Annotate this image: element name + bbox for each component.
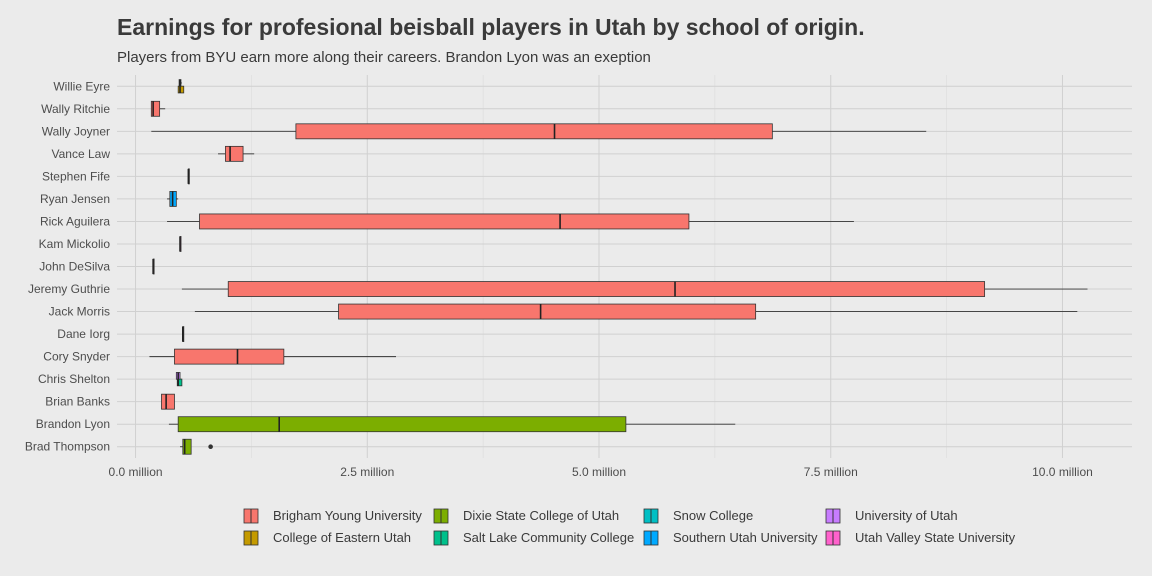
box-brian-banks	[161, 393, 175, 410]
y-tick-label: Vance Law	[52, 147, 111, 161]
legend-label: College of Eastern Utah	[273, 530, 411, 545]
y-tick-label: Willie Eyre	[53, 79, 110, 93]
box-iqr	[161, 393, 175, 410]
y-tick-label: Jeremy Guthrie	[28, 282, 110, 296]
box-iqr	[182, 438, 192, 455]
box-iqr	[150, 100, 161, 117]
box-jeremy-guthrie	[181, 281, 1088, 297]
y-tick-label: Wally Joyner	[42, 124, 110, 138]
box-iqr	[338, 303, 757, 320]
box-chris-shelton	[175, 372, 181, 380]
legend-label: Brigham Young University	[273, 508, 422, 523]
x-tick-label: 0.0 million	[109, 465, 163, 479]
legend-label: Salt Lake Community College	[463, 530, 634, 545]
y-tick-label: Kam Mickolio	[39, 237, 111, 251]
legend-item: Southern Utah University	[643, 530, 818, 546]
box-ryan-jensen	[167, 191, 179, 207]
legend: Brigham Young University College of Easte…	[243, 508, 1016, 546]
y-tick-label: John DeSilva	[39, 260, 110, 274]
y-tick-label: Brad Thompson	[25, 440, 110, 454]
box-cory-snyder	[149, 348, 397, 365]
box-brandon-lyon	[168, 416, 736, 433]
box-willie-eyre	[177, 85, 185, 94]
box-wally-ritchie	[150, 100, 166, 117]
legend-label: Southern Utah University	[673, 530, 818, 545]
box-rick-aguilera	[167, 213, 854, 230]
legend-label: University of Utah	[855, 508, 958, 523]
outlier-point	[208, 444, 213, 450]
box-iqr	[199, 213, 690, 230]
box-brad-thompson	[180, 438, 213, 455]
box-iqr	[227, 281, 986, 297]
y-tick-label: Jack Morris	[49, 305, 110, 319]
box-stephen-fife	[187, 168, 190, 185]
legend-item: College of Eastern Utah	[243, 530, 411, 546]
box-chris-shelton	[176, 378, 183, 387]
box-willie-eyre	[178, 79, 182, 87]
box-vance-law	[218, 145, 255, 162]
x-tick-label: 7.5 million	[804, 465, 858, 479]
chart-subtitle: Players from BYU earn more along their c…	[117, 49, 651, 66]
x-tick-label: 5.0 million	[572, 465, 626, 479]
box-iqr	[174, 348, 285, 365]
legend-item: University of Utah	[825, 508, 958, 524]
box-iqr	[177, 416, 627, 433]
box-jack-morris	[194, 303, 1078, 320]
y-tick-label: Brian Banks	[45, 395, 110, 409]
y-tick-label: Ryan Jensen	[40, 192, 110, 206]
box-iqr	[177, 85, 185, 94]
legend-item: Brigham Young University	[243, 508, 422, 524]
legend-label: Utah Valley State University	[855, 530, 1016, 545]
x-tick-label: 2.5 million	[340, 465, 394, 479]
chart-title: Earnings for profesional beisball player…	[117, 14, 865, 40]
y-tick-label: Rick Aguilera	[40, 214, 110, 228]
legend-item: Utah Valley State University	[825, 530, 1016, 546]
box-iqr	[225, 145, 244, 162]
y-tick-label: Cory Snyder	[43, 350, 110, 364]
legend-item: Salt Lake Community College	[433, 530, 634, 546]
plot-area: Willie Eyre Wally Ritchie Wally Joyner Vanc…	[25, 75, 1132, 479]
legend-label: Dixie State College of Utah	[463, 508, 619, 523]
x-tick-label: 10.0 million	[1032, 465, 1093, 479]
y-tick-label: Brandon Lyon	[36, 417, 110, 431]
box-iqr	[295, 123, 773, 140]
legend-item: Snow College	[643, 508, 753, 524]
box-kam-mickolio	[179, 236, 182, 252]
box-wally-joyner	[151, 123, 927, 140]
box-dane-iorg	[182, 326, 185, 342]
legend-label: Snow College	[673, 508, 753, 523]
y-tick-label: Dane Iorg	[57, 327, 110, 341]
y-tick-label: Chris Shelton	[38, 372, 110, 386]
box-john-desilva	[152, 258, 155, 275]
y-tick-label: Stephen Fife	[42, 169, 110, 183]
legend-item: Dixie State College of Utah	[433, 508, 619, 524]
y-tick-label: Wally Ritchie	[41, 102, 110, 116]
